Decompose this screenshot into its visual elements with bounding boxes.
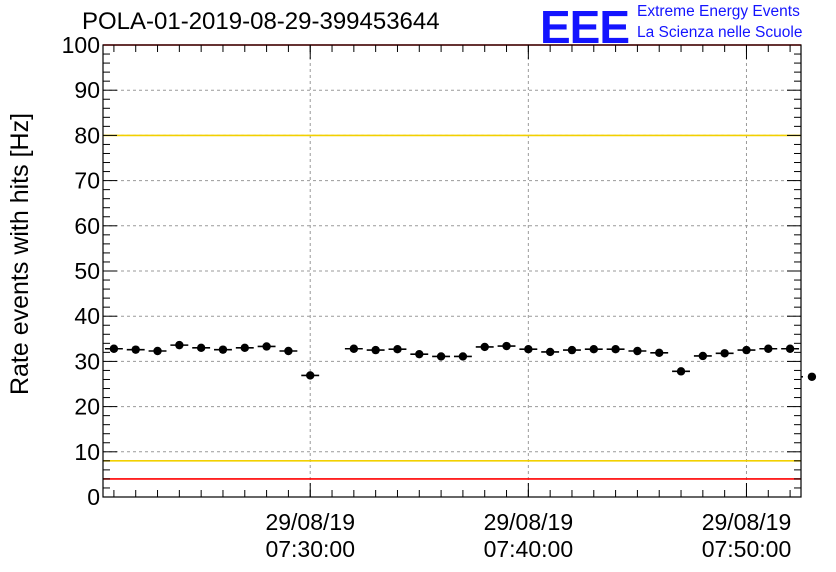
data-point bbox=[262, 342, 271, 351]
y-tick-label: 0 bbox=[87, 484, 100, 510]
data-point bbox=[589, 344, 598, 354]
data-point bbox=[545, 347, 555, 357]
data-point bbox=[742, 345, 751, 355]
y-tick-label: 100 bbox=[62, 32, 100, 58]
grid bbox=[103, 45, 801, 497]
axis-ticks bbox=[103, 44, 801, 498]
data-point bbox=[655, 348, 664, 358]
data-point bbox=[785, 344, 795, 353]
y-tick-label: 60 bbox=[74, 213, 100, 239]
logo-tagline-1: Extreme Energy Events bbox=[637, 3, 800, 20]
x-tick-date: 29/08/19 bbox=[702, 509, 792, 535]
data-point bbox=[240, 343, 249, 353]
data-point bbox=[415, 349, 424, 359]
x-tick-date: 29/08/19 bbox=[484, 509, 574, 535]
data-point bbox=[131, 345, 140, 354]
y-tick-label: 40 bbox=[74, 303, 100, 329]
chart-title: POLA-01-2019-08-29-399453644 bbox=[82, 8, 440, 35]
data-point bbox=[109, 344, 119, 353]
data-point bbox=[306, 371, 315, 380]
y-tick-label: 30 bbox=[74, 348, 100, 374]
data-point bbox=[196, 343, 206, 353]
y-tick-label: 10 bbox=[74, 439, 100, 465]
data-point bbox=[175, 340, 184, 350]
data-point bbox=[524, 344, 533, 354]
x-tick-date: 29/08/19 bbox=[265, 509, 355, 535]
logo-tagline-2: La Scienza nelle Scuole bbox=[637, 24, 803, 41]
data-point bbox=[218, 345, 228, 354]
y-tick-label: 70 bbox=[74, 168, 100, 194]
data-point bbox=[764, 344, 773, 353]
data-point bbox=[371, 345, 380, 355]
data-points bbox=[104, 340, 817, 381]
data-point bbox=[611, 344, 620, 354]
y-tick-label: 90 bbox=[74, 77, 100, 103]
data-point bbox=[458, 352, 468, 361]
eee-logo: EEE Extreme Energy Events La Scienza nel… bbox=[540, 0, 836, 53]
data-point bbox=[676, 367, 686, 376]
data-point bbox=[633, 346, 642, 356]
data-point bbox=[436, 352, 446, 361]
y-axis-label: Rate events with hits [Hz] bbox=[6, 113, 34, 395]
y-tick-labels: 0 10 20 30 40 50 60 70 80 90 100 bbox=[62, 32, 100, 510]
y-tick-label: 20 bbox=[74, 394, 100, 420]
x-tick-labels: 29/08/1907:30:0029/08/1907:40:0029/08/19… bbox=[265, 509, 791, 562]
data-point bbox=[698, 351, 708, 361]
data-point bbox=[284, 346, 293, 356]
data-point bbox=[480, 342, 489, 352]
y-tick-label: 50 bbox=[74, 258, 100, 284]
y-tick-label: 80 bbox=[74, 122, 100, 148]
data-point bbox=[720, 349, 729, 358]
x-tick-time: 07:30:00 bbox=[265, 536, 355, 562]
data-point bbox=[349, 344, 359, 353]
data-point bbox=[393, 344, 402, 354]
x-tick-time: 07:40:00 bbox=[484, 536, 574, 562]
data-point bbox=[567, 345, 577, 355]
data-point bbox=[807, 372, 817, 381]
data-point bbox=[153, 346, 162, 356]
reference-lines bbox=[103, 44, 801, 480]
data-point bbox=[502, 341, 511, 351]
x-tick-time: 07:50:00 bbox=[702, 536, 792, 562]
